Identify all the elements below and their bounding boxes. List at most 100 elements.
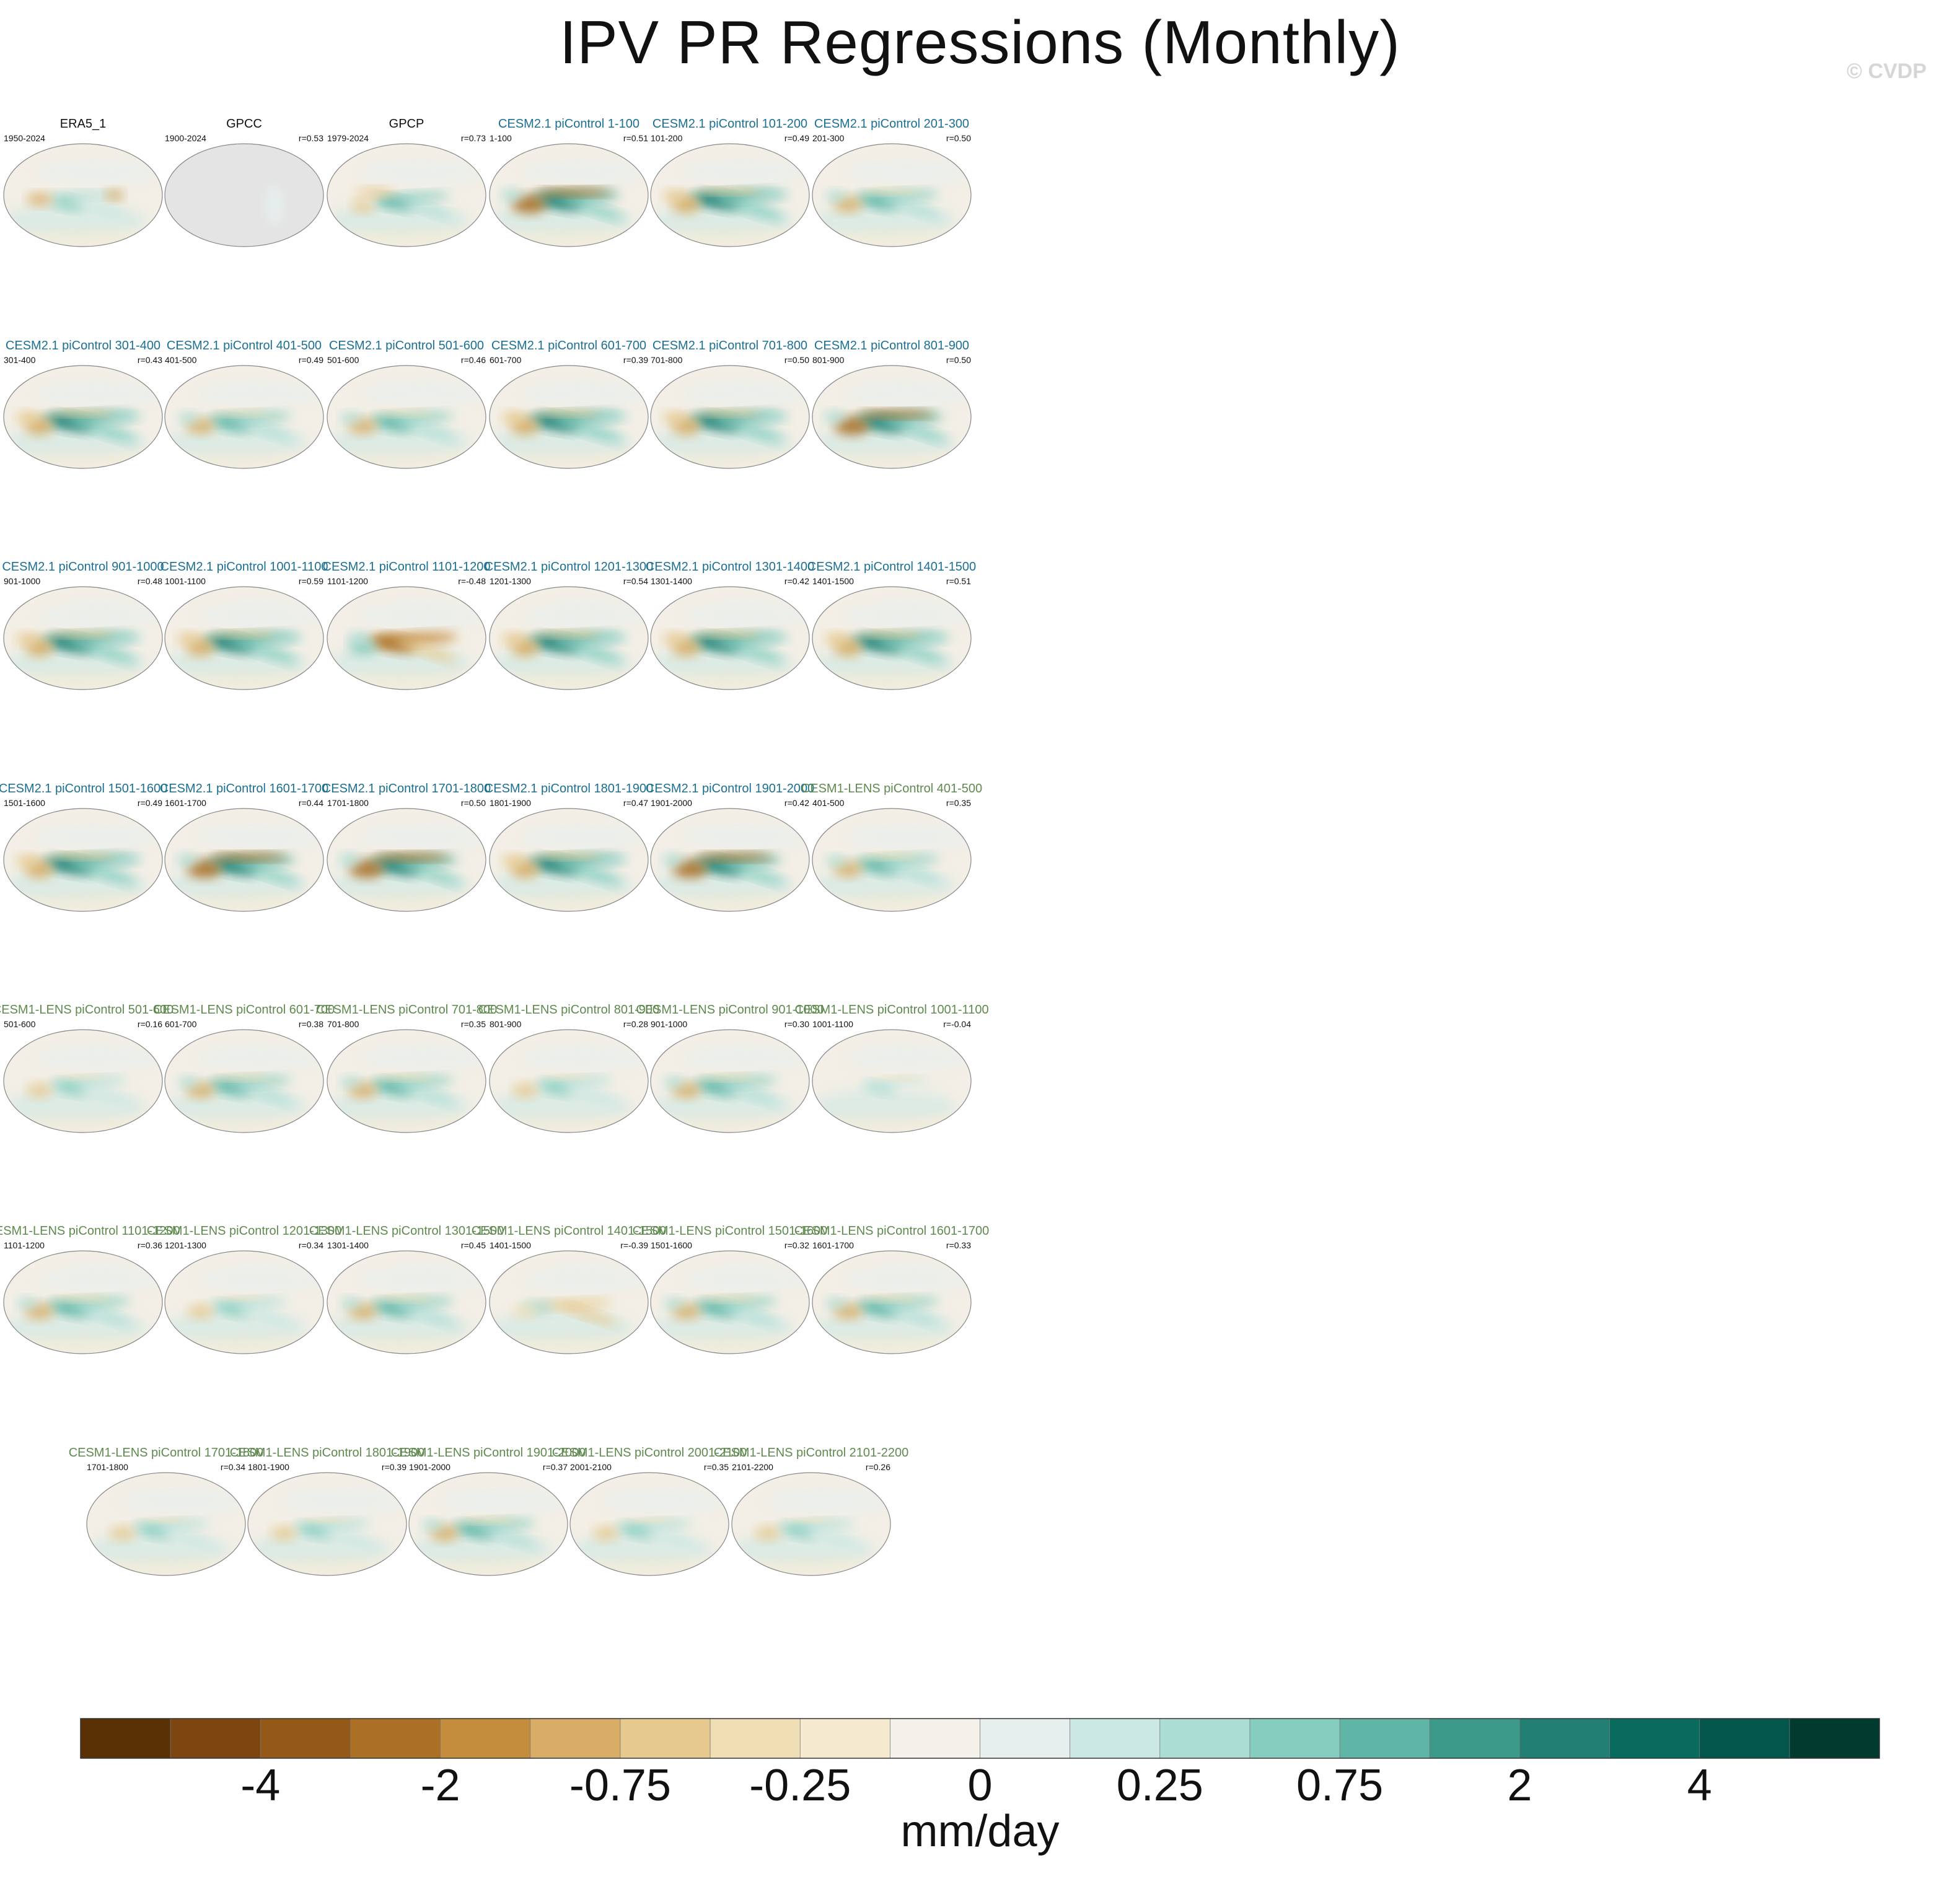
panel-correlation: r=0.42 <box>784 576 809 586</box>
colorbar-tick-label: -2 <box>421 1761 460 1809</box>
map-border <box>164 365 324 469</box>
colorbar-tick-label: -0.75 <box>569 1761 671 1809</box>
regression-anomaly <box>216 410 272 416</box>
panel-title: CESM1-LENS piControl 801-900 <box>478 1003 659 1017</box>
panel-title: CESM2.1 piControl 1301-1400 <box>646 560 814 574</box>
map-border <box>327 808 486 912</box>
panel-title: CESM1-LENS piControl 1601-1700 <box>794 1224 990 1238</box>
panel-period: 401-500 <box>812 798 845 808</box>
map-panel: CESM2.1 piControl 1701-1800 1701-1800 r=0.… <box>322 782 491 912</box>
map-panel: CESM2.1 piControl 1-100 1-100 r=0.51 <box>489 117 649 247</box>
panel-correlation: r=0.34 <box>299 1240 323 1250</box>
regression-anomaly <box>698 188 762 195</box>
panel-correlation: r=-0.39 <box>620 1240 648 1250</box>
map-border <box>164 586 324 690</box>
regression-anomaly <box>662 412 687 424</box>
regression-anomaly <box>271 634 304 642</box>
map-panel: CESM1-LENS piControl 501-600 501-600 r=0.1… <box>0 1003 174 1133</box>
page-title: IPV PR Regressions (Monthly) <box>560 8 1400 76</box>
panel-title: CESM2.1 piControl 1-100 <box>498 117 639 131</box>
regression-anomaly <box>177 1077 200 1087</box>
regression-anomaly <box>663 1077 686 1087</box>
panel-correlation: r=0.26 <box>866 1462 890 1472</box>
regression-anomaly <box>340 1298 363 1308</box>
colorbar-bin <box>1789 1719 1880 1758</box>
panel-title: CESM1-LENS piControl 1001-1100 <box>794 1003 988 1017</box>
regression-anomaly <box>348 632 371 644</box>
map-panel: CESM2.1 piControl 1101-1200 1101-1200 r=-0… <box>323 560 490 690</box>
colorbar-bin <box>890 1719 980 1758</box>
regression-anomaly <box>320 1527 374 1546</box>
regression-anomaly <box>757 191 789 199</box>
panel-title: CESM1-LENS piControl 1701-1800 <box>69 1446 264 1460</box>
map-panel: CESM2.1 piControl 701-800 701-800 r=0.50 <box>650 339 810 469</box>
panel-period: 1601-1700 <box>165 798 206 808</box>
regression-anomaly <box>51 631 115 637</box>
regression-anomaly <box>560 1304 618 1325</box>
panel-title: CESM2.1 piControl 1201-1300 <box>485 560 653 574</box>
panel-title: CESM1-LENS piControl 2101-2200 <box>714 1446 909 1460</box>
panel-correlation: r=0.50 <box>461 798 486 808</box>
panel-correlation: r=0.42 <box>784 798 809 808</box>
regression-anomaly <box>69 860 137 885</box>
map-border <box>812 808 972 912</box>
regression-anomaly <box>340 413 363 423</box>
regression-anomaly <box>110 413 143 421</box>
map-border <box>489 586 649 690</box>
panel-period: 1801-1900 <box>248 1462 289 1472</box>
regression-anomaly <box>15 855 40 867</box>
map-panel: CESM1-LENS piControl 801-900 801-900 r=0.2… <box>478 1003 659 1133</box>
regression-anomaly <box>396 1303 457 1326</box>
regression-anomaly <box>177 413 200 423</box>
map-panel: CESM2.1 piControl 801-900 801-900 r=0.50 <box>812 339 972 469</box>
regression-anomaly <box>398 862 462 885</box>
panel-title: GPCC <box>226 117 262 131</box>
map-panel: GPCC 1900-2024 r=0.53 <box>164 117 324 247</box>
panel-period: 1201-1300 <box>165 1240 206 1250</box>
map-panel: CESM1-LENS piControl 2101-2200 2101-2200 r… <box>714 1446 909 1576</box>
map-border <box>86 1472 246 1576</box>
panel-period: 801-900 <box>490 1019 522 1029</box>
map-border <box>3 1250 163 1354</box>
regression-anomaly <box>212 631 276 637</box>
panel-correlation: r=0.47 <box>623 798 648 808</box>
map-panel: GPCP 1979-2024 r=0.73 <box>327 117 486 247</box>
regression-anomaly <box>354 188 395 197</box>
panel-title: CESM2.1 piControl 101-200 <box>653 117 807 131</box>
panel-period: 501-600 <box>4 1019 36 1029</box>
map-border <box>731 1472 891 1576</box>
watermark: © CVDP <box>1847 59 1927 83</box>
regression-anomaly <box>51 852 115 859</box>
map-panel: CESM2.1 piControl 1501-1600 1501-1600 r=0.… <box>0 782 167 912</box>
colorbar-bin <box>1609 1719 1700 1758</box>
panel-grid: ERA5_1 1950-2024 GPCC 1900-2024 r=0.53 GPCP 19… <box>0 117 990 1576</box>
colorbar-tick-label: -4 <box>240 1761 280 1809</box>
map-panel: CESM1-LENS piControl 1501-1600 1501-1600 r… <box>633 1224 828 1354</box>
panel-correlation: r=0.33 <box>946 1240 971 1250</box>
regression-anomaly <box>596 634 629 642</box>
regression-anomaly <box>661 854 684 866</box>
panel-title: GPCP <box>389 117 424 131</box>
regression-anomaly <box>379 410 434 416</box>
regression-anomaly <box>881 1303 942 1326</box>
map-border <box>164 808 324 912</box>
regression-anomaly <box>142 1517 190 1522</box>
regression-anomaly <box>804 1527 858 1546</box>
panel-correlation: r=0.50 <box>946 133 971 143</box>
panel-title: CESM1-LENS piControl 1501-1600 <box>633 1224 828 1238</box>
map-panel: CESM2.1 piControl 1301-1400 1301-1400 r=0.… <box>646 560 814 690</box>
regression-anomaly <box>884 419 947 442</box>
panel-correlation: r=0.50 <box>946 355 971 365</box>
map-border <box>489 1250 649 1354</box>
regression-anomaly <box>177 633 201 645</box>
regression-anomaly <box>234 418 294 440</box>
colorbar-bin <box>620 1719 711 1758</box>
panel-period: 1301-1400 <box>327 1240 369 1250</box>
panel-period: 1101-1200 <box>4 1240 45 1250</box>
panel-correlation: r=0.46 <box>461 355 486 365</box>
regression-anomaly <box>859 631 924 637</box>
panel-title: CESM1-LENS piControl 1401-1500 <box>472 1224 667 1238</box>
regression-anomaly <box>596 856 629 864</box>
map-panel: CESM2.1 piControl 1001-1100 1001-1100 r=0.… <box>160 560 328 690</box>
map-panel: CESM1-LENS piControl 1601-1700 1601-1700 r… <box>794 1224 990 1354</box>
